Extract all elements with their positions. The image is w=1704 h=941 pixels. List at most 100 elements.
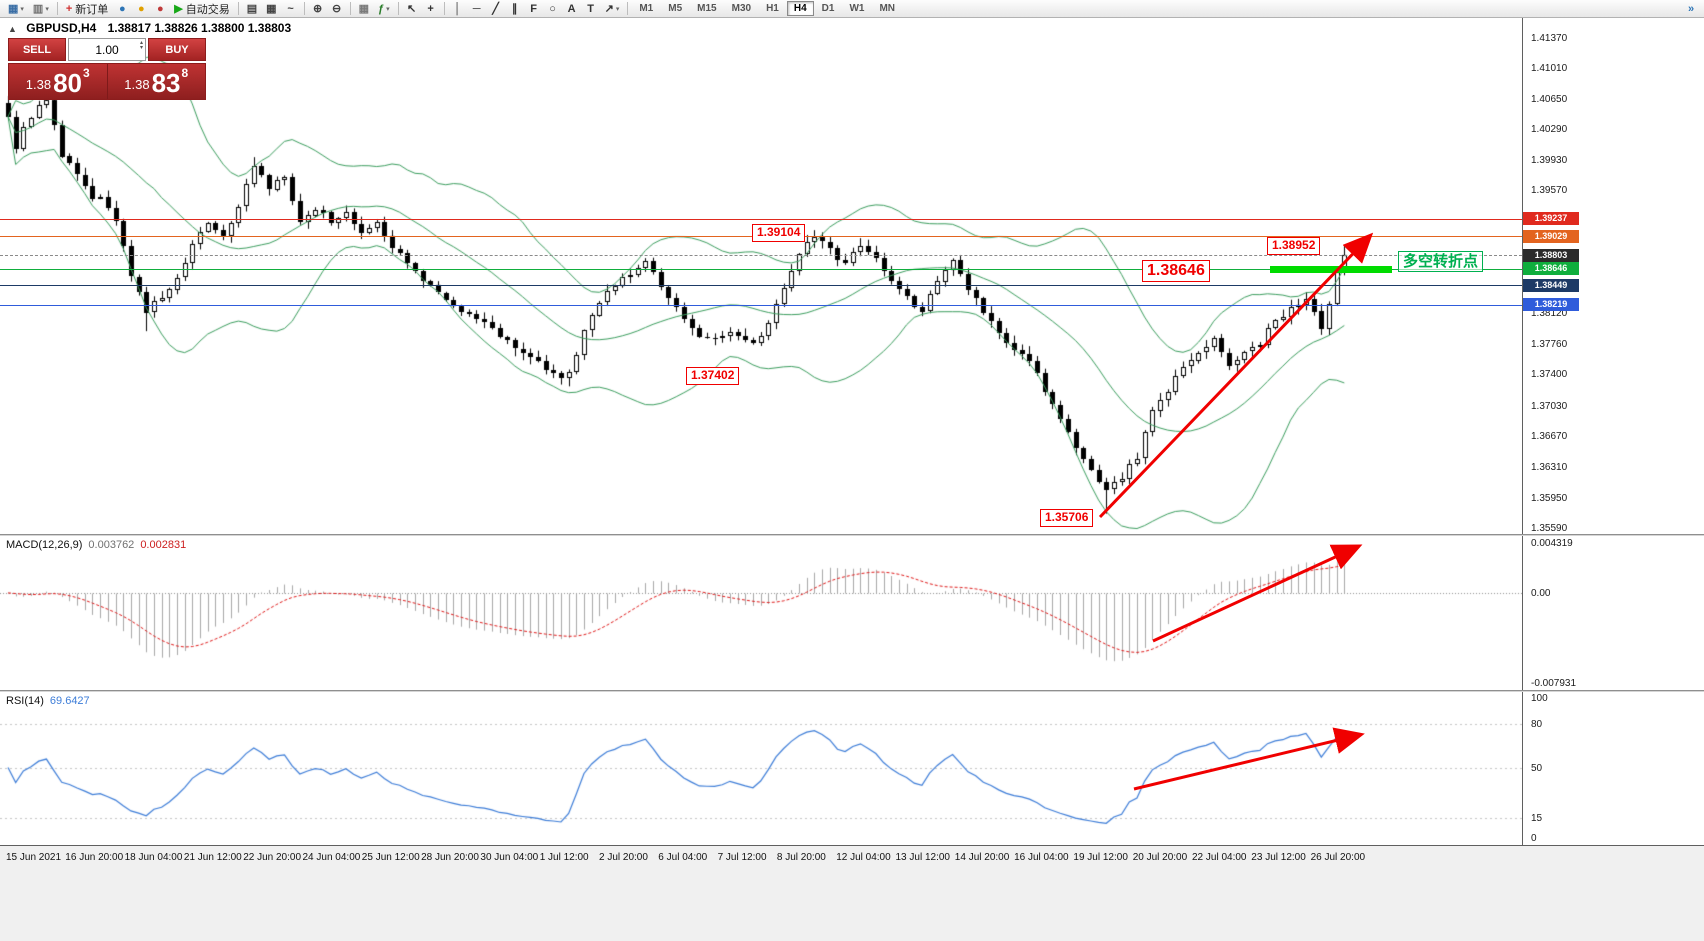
auto-trading-button[interactable]: ▶ 自动交易	[174, 3, 230, 16]
line-chart-icon[interactable]: ~	[287, 2, 294, 15]
stepper-down-icon[interactable]: ▾	[139, 45, 143, 51]
price-tag: 1.38449	[1523, 279, 1579, 292]
timeframe-h1[interactable]: H1	[766, 3, 779, 14]
text-icon[interactable]: A	[567, 2, 576, 15]
price-tag: 1.39029	[1523, 230, 1579, 243]
macd-axis-label: -0.007931	[1531, 678, 1577, 689]
price-chart-panel	[0, 18, 1522, 534]
time-axis-label: 12 Jul 04:00	[836, 852, 891, 863]
toolbar-overflow-icon[interactable]: »	[1687, 2, 1695, 15]
toolbar: ▦ ▾ ▥ ▾ + 新订单 ● ● ● ▶ 自动交易 ▤ ▦ ~ ⊕ ⊖ ▦ ƒ ▾ ↖ + │ ─ ╱ ∥ F ○ A T ↗ ▾ M1 M5…	[0, 0, 1704, 18]
buy-price[interactable]: 1.38 83 8	[108, 64, 206, 99]
macd-canvas[interactable]	[0, 536, 1522, 690]
macd-panel	[0, 536, 1522, 690]
buy-price-big: 83	[151, 68, 181, 98]
horizontal-line-icon[interactable]: ─	[472, 2, 481, 15]
mql5-community-icon[interactable]: ●	[118, 2, 126, 15]
price-chart-canvas[interactable]	[0, 18, 1522, 534]
rsi-value: 69.6427	[49, 695, 90, 707]
price-annotation-label[interactable]: 1.37402	[686, 367, 740, 385]
timeframe-m5[interactable]: M5	[668, 3, 683, 14]
cursor-icon[interactable]: ↖	[407, 3, 417, 15]
time-axis-label: 13 Jul 12:00	[895, 852, 951, 863]
price-tick-label: 1.39930	[1531, 154, 1568, 166]
fibonacci-icon[interactable]: F	[530, 2, 537, 15]
timeframe-m30[interactable]: M30	[731, 3, 752, 14]
volume-stepper[interactable]: ▴ ▾	[139, 40, 143, 51]
horizontal-level-line[interactable]	[0, 285, 1522, 286]
bar-chart-icon[interactable]: ▤	[246, 3, 258, 15]
rsi-axis-label: 0	[1531, 833, 1537, 844]
timeframe-mn[interactable]: MN	[879, 3, 896, 14]
price-tag: 1.38646	[1523, 262, 1579, 275]
price-annotation-label[interactable]: 1.39104	[752, 224, 806, 242]
one-click-collapse-icon[interactable]: ▲	[8, 24, 17, 34]
price-tick-label: 1.40650	[1531, 93, 1568, 105]
horizontal-level-line[interactable]	[0, 305, 1522, 306]
time-axis-label: 23 Jul 12:00	[1251, 852, 1306, 863]
toolbar-separator	[627, 2, 629, 15]
price-annotation-label[interactable]: 1.38646	[1142, 260, 1210, 283]
time-axis-label: 1 Jul 12:00	[539, 852, 589, 863]
time-axis-label: 16 Jul 04:00	[1014, 852, 1069, 863]
panel-splitter[interactable]	[0, 534, 1704, 536]
support-zone-bar[interactable]	[1270, 266, 1392, 273]
sell-price-prefix: 1.38	[25, 77, 52, 92]
horizontal-level-line[interactable]	[0, 219, 1522, 220]
sell-price[interactable]: 1.38 80 3	[9, 64, 107, 99]
timeframe-h4[interactable]: H4	[786, 1, 814, 16]
price-axis[interactable]	[1522, 18, 1704, 845]
timeframe-w1[interactable]: W1	[849, 3, 865, 14]
toolbar-separator	[397, 2, 399, 15]
timeframe-d1[interactable]: D1	[821, 3, 835, 14]
price-tick-label: 1.41010	[1531, 63, 1568, 75]
crosshair-icon[interactable]: +	[427, 2, 434, 15]
trendline-icon[interactable]: ╱	[492, 3, 499, 15]
text-label-icon[interactable]: T	[587, 2, 594, 15]
vertical-line-icon[interactable]: │	[454, 2, 462, 15]
price-tag: 1.38219	[1523, 298, 1579, 311]
price-annotation-label[interactable]: 1.35706	[1040, 509, 1094, 527]
grid-icon[interactable]: ▦	[358, 3, 369, 15]
rsi-axis-label: 50	[1531, 762, 1543, 774]
time-axis-label: 19 Jul 12:00	[1073, 852, 1128, 863]
time-axis-label: 8 Jul 20:00	[776, 852, 826, 863]
arrows-tool-icon[interactable]: ↗ ▾	[604, 3, 620, 15]
current-price-line	[0, 255, 1522, 256]
time-axis-label: 30 Jun 04:00	[480, 852, 539, 863]
rsi-canvas[interactable]	[0, 692, 1522, 845]
one-click-trading-panel: SELL 1.00 ▴ ▾ BUY 1.38 80 3 1.38 83 8	[8, 38, 206, 100]
turning-point-label[interactable]: 多空转折点	[1398, 251, 1484, 273]
price-annotation-label[interactable]: 1.38952	[1267, 237, 1321, 255]
price-tick-label: 1.36670	[1531, 431, 1568, 443]
signals-icon[interactable]: ●	[156, 2, 164, 15]
price-tag: 1.38803	[1523, 249, 1579, 262]
shapes-icon[interactable]: ○	[549, 2, 556, 15]
new-order-button[interactable]: + 新订单	[65, 2, 109, 16]
stepper-up-icon[interactable]: ▴	[139, 40, 143, 46]
timeframe-m15[interactable]: M15	[697, 3, 717, 14]
channel-icon[interactable]: ∥	[511, 3, 518, 15]
profiles-icon[interactable]: ▥ ▾	[32, 3, 49, 15]
timeframe-m1[interactable]: M1	[639, 3, 654, 14]
price-tick-label: 1.36310	[1531, 461, 1568, 473]
market-icon[interactable]: ●	[137, 2, 145, 15]
time-axis-label: 21 Jun 12:00	[183, 852, 242, 863]
time-axis-label: 16 Jun 20:00	[65, 852, 124, 863]
macd-axis-label: 0.004319	[1531, 538, 1573, 549]
indicators-icon[interactable]: ƒ ▾	[377, 2, 390, 15]
time-axis-label: 28 Jun 20:00	[421, 852, 479, 863]
time-axis[interactable]: 15 Jun 2021 16 Jun 20:00 18 Jun 04:00 21 Ju…	[0, 845, 1704, 870]
horizontal-level-line[interactable]	[0, 269, 1522, 270]
price-tag: 1.39237	[1523, 212, 1579, 225]
buy-button[interactable]: BUY	[148, 38, 206, 61]
new-chart-icon[interactable]: ▦ ▾	[8, 3, 24, 15]
panel-splitter[interactable]	[0, 690, 1704, 692]
candlestick-chart-icon[interactable]: ▦	[266, 3, 277, 15]
volume-field[interactable]: 1.00 ▴ ▾	[68, 38, 146, 61]
zoom-in-icon[interactable]: ⊕	[312, 3, 323, 15]
time-axis-label: 14 Jul 20:00	[954, 852, 1010, 863]
sell-button[interactable]: SELL	[8, 38, 66, 61]
zoom-out-icon[interactable]: ⊖	[331, 3, 342, 15]
